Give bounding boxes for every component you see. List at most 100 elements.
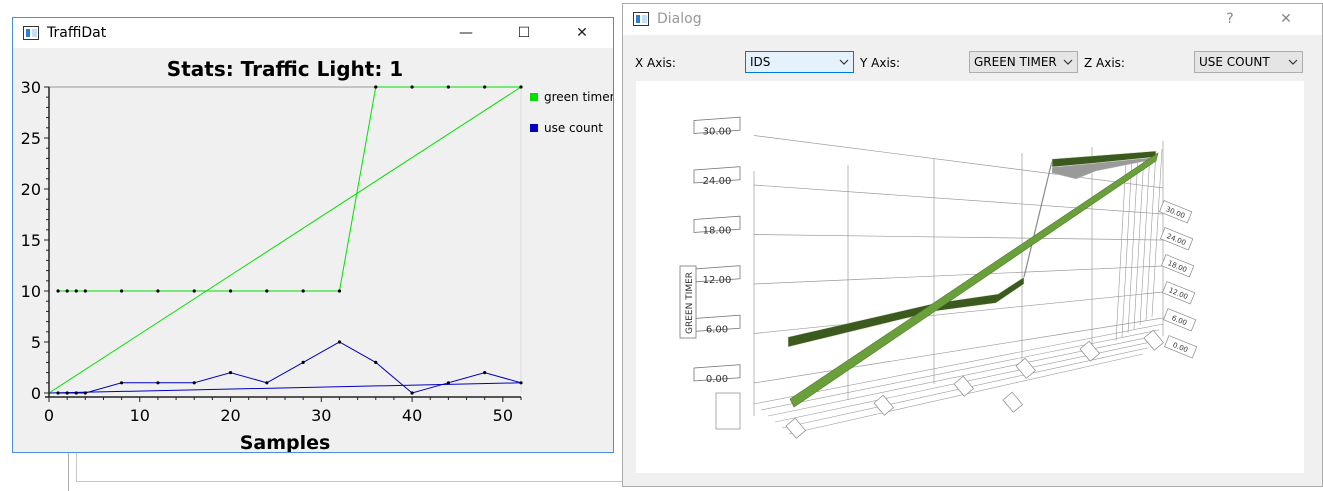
data-point (156, 381, 160, 385)
data-point (374, 360, 378, 364)
back-grid-hline (753, 291, 1164, 334)
side-grid-line (1151, 148, 1163, 318)
floor-tick-box (785, 417, 806, 439)
side-grid-line (1121, 158, 1133, 338)
data-point (410, 391, 414, 395)
dialog-window: Dialog ? ✕ X Axis: IDS Y Axis: GREEN TIM… (622, 3, 1323, 487)
x-tick-label: 20 (220, 406, 240, 425)
data-point (301, 289, 305, 293)
y-tick-label: 6.00 (706, 325, 728, 336)
y-tick-box (693, 215, 741, 233)
legend-swatch (530, 93, 538, 101)
background-edge (76, 452, 77, 482)
y-tick-label: 18.00 (703, 226, 732, 237)
data-point (446, 85, 450, 89)
y-tick-box (693, 364, 741, 382)
chevron-down-icon (1063, 59, 1073, 65)
legend-label: green timer (544, 90, 613, 104)
data-point (56, 391, 60, 395)
data-point (56, 289, 60, 293)
z-axis-select[interactable]: USE COUNT (1194, 51, 1303, 73)
minimize-button[interactable]: — (459, 25, 473, 41)
background-edge (76, 481, 624, 482)
x-axis-value: IDS (750, 55, 771, 69)
data-point (74, 289, 78, 293)
y-tick-label: 30 (21, 78, 41, 97)
y-tick-label: 0.00 (706, 374, 728, 385)
app-icon (23, 26, 39, 40)
close-button[interactable]: ✕ (576, 25, 588, 41)
back-grid-hline (753, 265, 1164, 285)
data-point (83, 391, 87, 395)
data-point (228, 289, 233, 293)
app-icon (633, 12, 649, 26)
chart-area: Stats: Traffic Light: 1 0 5 10 15 20 25 30 0 10 20… (13, 48, 615, 454)
data-point (265, 381, 269, 385)
y-tick-label: 24.00 (703, 176, 732, 187)
right-tick-box (1159, 200, 1193, 224)
help-button[interactable]: ? (1226, 11, 1234, 27)
data-point (519, 381, 523, 385)
data-point (228, 371, 233, 375)
chevron-down-icon (839, 59, 849, 65)
x-tick-label: 30 (311, 406, 331, 425)
y-tick-label: 30.00 (703, 127, 732, 138)
data-point (483, 85, 487, 89)
data-point (65, 391, 69, 395)
maximize-button[interactable]: ☐ (517, 25, 531, 41)
floor-tick-box (1079, 340, 1100, 362)
back-grid-hline (753, 317, 1164, 384)
series-line-use-count (58, 341, 522, 394)
side-grid-line (1139, 152, 1151, 326)
data-point (156, 289, 160, 293)
back-grid-hline (753, 234, 1164, 241)
right-tick-box (1163, 308, 1197, 332)
side-grid-line (1127, 156, 1139, 334)
floor-grid-line (753, 323, 1164, 405)
y-tick-label: 15 (21, 231, 41, 250)
z-axis-label: Z Axis: (1084, 56, 1125, 70)
close-button[interactable]: ✕ (1280, 11, 1292, 27)
surface-3d-chart[interactable]: 0.006.0012.0018.0024.0030.000.006.0012.0… (636, 81, 1304, 473)
x-axis-select[interactable]: IDS (745, 51, 854, 73)
stats-line-chart: Stats: Traffic Light: 1 0 5 10 15 20 25 30 0 10 20… (21, 57, 615, 454)
floor-tick-box (873, 394, 894, 416)
floor-tick-box (1143, 329, 1164, 351)
floor-tick-box (953, 375, 974, 397)
data-point (120, 381, 124, 385)
y-tick-box (693, 116, 741, 134)
title-bar[interactable]: TraffiDat — ☐ ✕ (13, 18, 613, 48)
y-tick-label: 20 (21, 180, 41, 199)
y-axis-title: GREEN TIMER (685, 272, 695, 334)
data-point (83, 289, 87, 293)
series-line-green-timer (58, 86, 521, 292)
trend-line (48, 86, 522, 394)
right-tick-box (1164, 335, 1198, 359)
back-grid-hline (753, 135, 1164, 189)
data-point (374, 85, 378, 89)
surface-plot-area[interactable]: 0.00 6.00 12.00 18.00 24.00 30.00 0.00 6.00 12.0… (636, 81, 1304, 473)
data-point (337, 340, 342, 344)
legend-swatch (530, 124, 538, 132)
title-bar[interactable]: Dialog ? ✕ (623, 4, 1322, 35)
floor-tick-box (1015, 357, 1036, 379)
trend-ribbon (789, 152, 1159, 408)
ribbon-riser (1023, 160, 1053, 278)
data-point (519, 85, 523, 89)
data-point (337, 289, 342, 293)
y-axis-select[interactable]: GREEN TIMER (969, 51, 1078, 73)
z-axis-value: USE COUNT (1199, 55, 1270, 69)
data-point (192, 381, 196, 385)
z-tick-box-stack (715, 392, 741, 430)
data-point (192, 289, 196, 293)
legend-label: use count (544, 121, 603, 135)
data-point (65, 289, 69, 293)
side-grid-line (1133, 154, 1145, 330)
y-axis-value: GREEN TIMER (974, 55, 1057, 69)
y-tick-label: 10 (21, 282, 41, 301)
x-axis-label: X Axis: (635, 56, 676, 70)
y-tick-label: 0 (31, 384, 41, 403)
y-axis-label: Y Axis: (860, 56, 901, 70)
data-point (483, 371, 487, 375)
data-point (74, 391, 78, 395)
